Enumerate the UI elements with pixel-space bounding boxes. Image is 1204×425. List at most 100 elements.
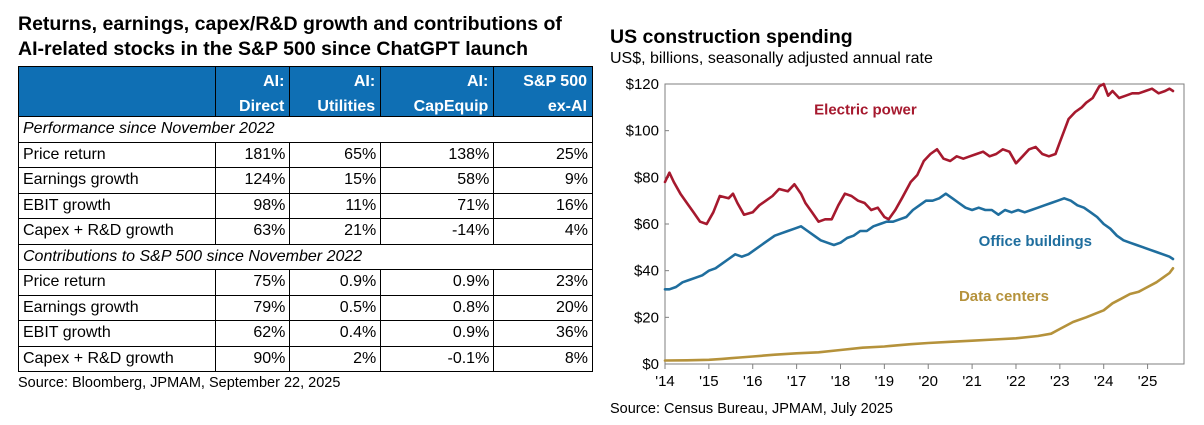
col-header-capequip-line2: CapEquip xyxy=(380,91,495,117)
x-tick-label: '19 xyxy=(875,373,895,390)
table-cell: 36% xyxy=(493,320,593,347)
table-cell: 21% xyxy=(289,218,382,245)
table-cell: -14% xyxy=(380,218,495,245)
table-cell: 0.8% xyxy=(380,294,495,321)
header-row-2: Direct Utilities CapEquip ex-AI xyxy=(19,91,593,117)
section-row: Performance since November 2022 xyxy=(18,116,593,143)
section-row: Contributions to S&P 500 since November … xyxy=(18,243,593,270)
col-header-utilities-line2: Utilities xyxy=(289,91,382,117)
construction-panel: US construction spending US$, billions, … xyxy=(610,0,1204,425)
table-cell: 62% xyxy=(214,320,291,347)
section-title: Performance since November 2022 xyxy=(18,116,593,143)
x-tick-label: '22 xyxy=(1006,373,1026,390)
y-tick-label: $80 xyxy=(634,169,659,186)
x-tick-label: '23 xyxy=(1050,373,1070,390)
series-line-electric-power xyxy=(663,82,1175,226)
table-cell: 2% xyxy=(289,345,382,372)
table-cell: 4% xyxy=(493,218,593,245)
table-cell: 25% xyxy=(493,141,593,168)
table-cell: 90% xyxy=(214,345,291,372)
x-tick-label: '17 xyxy=(787,373,807,390)
table-cell: 181% xyxy=(214,141,291,168)
y-tick-label: $60 xyxy=(634,216,659,233)
x-tick-label: '21 xyxy=(962,373,982,390)
row-label: Earnings growth xyxy=(18,294,216,321)
returns-title-line2: AI-related stocks in the S&P 500 since C… xyxy=(18,38,529,60)
table-cell: 0.9% xyxy=(380,269,495,296)
table-cell: 138% xyxy=(380,141,495,168)
construction-chart: $0 $20 $40 $60 $80 $100 $120 '14 '15 '16 '17 '18 '19… xyxy=(626,76,1185,390)
table-row: Price return 181% 65% 138% 25% xyxy=(18,141,593,168)
table-row: Earnings growth 124% 15% 58% 9% xyxy=(18,167,593,194)
table-cell: 79% xyxy=(214,294,291,321)
series-label-data-centers: Data centers xyxy=(959,288,1049,305)
table-cell: -0.1% xyxy=(380,345,495,372)
col-header-utilities-line1: AI: xyxy=(289,66,382,91)
table-row: Earnings growth 79% 0.5% 0.8% 20% xyxy=(18,294,593,321)
table-cell: 98% xyxy=(214,192,291,219)
table-cell: 11% xyxy=(289,192,382,219)
chart-source: Source: Census Bureau, JPMAM, July 2025 xyxy=(610,401,893,417)
table-cell: 0.9% xyxy=(289,269,382,296)
series-label-electric-power: Electric power xyxy=(814,101,917,118)
col-header-direct-line2: Direct xyxy=(214,91,291,117)
table-cell: 0.4% xyxy=(289,320,382,347)
table-cell: 58% xyxy=(380,167,495,194)
y-tick-label: $100 xyxy=(626,123,659,140)
x-tick-label: '16 xyxy=(743,373,763,390)
table-cell: 124% xyxy=(214,167,291,194)
header-blank xyxy=(18,66,216,117)
y-tick-label: $20 xyxy=(634,309,659,326)
col-header-capequip-line1: AI: xyxy=(380,66,495,91)
table-cell: 20% xyxy=(493,294,593,321)
y-tick-label: $0 xyxy=(642,356,659,373)
y-tick-label: $40 xyxy=(634,263,659,280)
col-header-exai-line2: ex-AI xyxy=(493,91,593,117)
table-row: Capex + R&D growth 90% 2% -0.1% 8% xyxy=(18,345,593,372)
chart-subtitle: US$, billions, seasonally adjusted annua… xyxy=(610,50,933,67)
table-cell: 75% xyxy=(214,269,291,296)
section-title: Contributions to S&P 500 since November … xyxy=(18,243,593,270)
table-cell: 71% xyxy=(380,192,495,219)
series-line-office-buildings xyxy=(663,192,1175,291)
returns-table-body: Performance since November 2022 Price ret… xyxy=(18,116,593,372)
row-label: Price return xyxy=(18,269,216,296)
row-label: Earnings growth xyxy=(18,167,216,194)
returns-title-line1: Returns, earnings, capex/R&D growth and … xyxy=(18,13,562,35)
table-cell: 65% xyxy=(289,141,382,168)
table-row: Capex + R&D growth 63% 21% -14% 4% xyxy=(18,218,593,245)
table-row: EBIT growth 62% 0.4% 0.9% 36% xyxy=(18,320,593,347)
returns-panel: Returns, earnings, capex/R&D growth and … xyxy=(18,12,593,391)
table-cell: 8% xyxy=(493,345,593,372)
chart-title: US construction spending xyxy=(610,26,853,48)
x-tick-label: '25 xyxy=(1138,373,1158,390)
row-label: Capex + R&D growth xyxy=(18,345,216,372)
plot-frame xyxy=(664,83,1185,365)
col-header-direct-line1: AI: xyxy=(214,66,291,91)
table-cell: 0.5% xyxy=(289,294,382,321)
row-label: Price return xyxy=(18,141,216,168)
returns-source: Source: Bloomberg, JPMAM, September 22, … xyxy=(18,375,341,391)
series-label-office-buildings: Office buildings xyxy=(979,233,1092,250)
series-line-data-centers xyxy=(663,267,1175,362)
table-cell: 63% xyxy=(214,218,291,245)
table-row: Price return 75% 0.9% 0.9% 23% xyxy=(18,269,593,296)
table-cell: 15% xyxy=(289,167,382,194)
header-row-1: AI: AI: AI: S&P 500 xyxy=(18,66,593,117)
row-label: EBIT growth xyxy=(18,320,216,347)
returns-table: AI: AI: AI: S&P 500 Direct Utilities Cap… xyxy=(18,66,593,372)
x-tick-label: '15 xyxy=(699,373,719,390)
x-tick-label: '14 xyxy=(655,373,675,390)
row-label: Capex + R&D growth xyxy=(18,218,216,245)
returns-title: Returns, earnings, capex/R&D growth and … xyxy=(18,12,593,62)
y-tick-label: $120 xyxy=(626,76,659,93)
col-header-exai-line1: S&P 500 xyxy=(493,66,593,91)
x-tick-label: '18 xyxy=(831,373,851,390)
x-tick-label: '20 xyxy=(918,373,938,390)
x-tick-label: '24 xyxy=(1094,373,1114,390)
row-label: EBIT growth xyxy=(18,192,216,219)
table-row: EBIT growth 98% 11% 71% 16% xyxy=(18,192,593,219)
table-cell: 0.9% xyxy=(380,320,495,347)
table-cell: 23% xyxy=(493,269,593,296)
table-cell: 9% xyxy=(493,167,593,194)
